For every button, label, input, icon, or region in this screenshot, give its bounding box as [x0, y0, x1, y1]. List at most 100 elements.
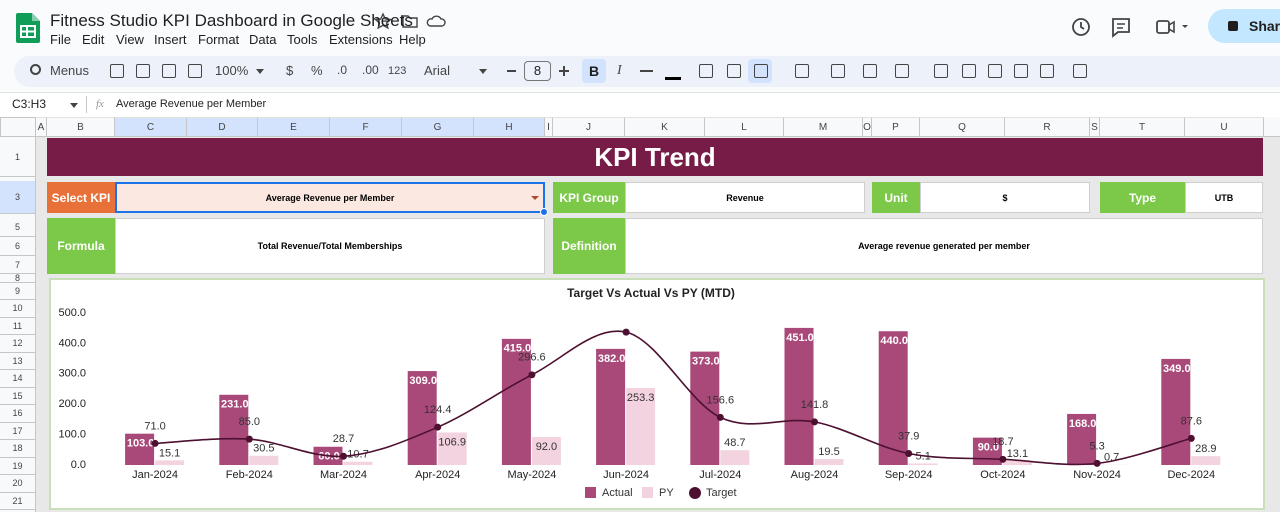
bar — [690, 351, 720, 465]
column-header[interactable]: S — [1090, 117, 1100, 137]
column-header[interactable]: K — [625, 117, 705, 137]
font-size-plus-v[interactable] — [563, 66, 565, 76]
strike-icon[interactable] — [640, 70, 653, 72]
row-header[interactable]: 9 — [0, 283, 36, 300]
menu-item[interactable]: Extensions — [329, 32, 393, 47]
toolbar-icon[interactable] — [1014, 64, 1028, 78]
formula-text[interactable]: Average Revenue per Member — [116, 98, 267, 110]
doc-title[interactable]: Fitness Studio KPI Dashboard in Google S… — [50, 11, 413, 30]
column-header[interactable]: J — [553, 117, 625, 137]
toolbar-icon[interactable] — [863, 64, 877, 78]
dropdown-caret[interactable] — [70, 103, 78, 108]
row-header[interactable]: 8 — [0, 273, 36, 283]
menu-item[interactable]: Help — [399, 32, 426, 47]
row-header[interactable]: 11 — [0, 317, 36, 335]
toolbar-icon[interactable] — [727, 64, 741, 78]
row-header[interactable]: 21 — [0, 492, 36, 510]
menu-item[interactable]: Insert — [154, 32, 187, 47]
sheets-logo[interactable] — [16, 13, 40, 43]
column-header[interactable]: Q — [920, 117, 1005, 137]
column-header[interactable] — [1264, 117, 1280, 137]
column-header[interactable]: D — [187, 117, 258, 137]
menu-item[interactable]: Tools — [287, 32, 318, 47]
column-header[interactable]: I — [545, 117, 553, 137]
row-header[interactable]: 13 — [0, 352, 36, 370]
toolbar-percent[interactable]: % — [311, 63, 323, 78]
row-header[interactable]: 10 — [0, 300, 36, 318]
column-header[interactable]: B — [47, 117, 115, 137]
row-header[interactable]: 18 — [0, 440, 36, 458]
column-header[interactable]: H — [474, 117, 545, 137]
toolbar-search[interactable]: Menus — [50, 63, 90, 78]
row-header[interactable]: 19 — [0, 457, 36, 475]
toolbar-font[interactable]: Arial — [424, 63, 451, 78]
column-header[interactable]: O — [863, 117, 872, 137]
toolbar-icon[interactable] — [110, 64, 124, 78]
select-kpi-value[interactable]: Average Revenue per Member — [115, 182, 545, 213]
toolbar-icon[interactable] — [1073, 64, 1087, 78]
title-icons[interactable] — [374, 11, 446, 31]
column-header[interactable]: P — [872, 117, 920, 137]
bar — [814, 459, 844, 465]
row-header[interactable]: 14 — [0, 370, 36, 388]
menu-item[interactable]: Data — [249, 32, 277, 47]
menu-item[interactable]: Edit — [82, 32, 105, 47]
column-header[interactable]: F — [330, 117, 402, 137]
column-header[interactable]: L — [705, 117, 784, 137]
row-header[interactable]: 6 — [0, 237, 36, 256]
selection-handle[interactable] — [540, 208, 548, 216]
toolbar-icon[interactable] — [136, 64, 150, 78]
toolbar-icon[interactable] — [895, 64, 909, 78]
column-header[interactable]: T — [1100, 117, 1185, 137]
toolbar-icon[interactable] — [699, 64, 713, 78]
toolbar-icon[interactable] — [934, 64, 948, 78]
row-header[interactable]: 3 — [0, 181, 36, 214]
column-header[interactable]: C — [115, 117, 187, 137]
toolbar-decrease-decimal[interactable]: .0 — [337, 63, 348, 77]
row-header[interactable]: 15 — [0, 387, 36, 405]
row-header[interactable]: 1 — [0, 137, 36, 177]
toolbar-icon[interactable] — [988, 64, 1002, 78]
toolbar-icon[interactable] — [795, 64, 809, 78]
share-button[interactable]: Share — [1208, 9, 1280, 43]
column-header[interactable]: A — [36, 117, 47, 137]
toolbar-icon[interactable] — [754, 64, 768, 78]
column-header[interactable]: U — [1185, 117, 1264, 137]
column-header[interactable]: E — [258, 117, 330, 137]
toolbar-zoom[interactable]: 100% — [215, 63, 249, 78]
row-header[interactable]: 16 — [0, 405, 36, 423]
share-label[interactable]: Share — [1249, 18, 1280, 34]
text-color-icon[interactable] — [665, 77, 681, 80]
toolbar-icon[interactable] — [188, 64, 202, 78]
row-header[interactable]: 17 — [0, 422, 36, 440]
toolbar-number-format[interactable]: 123 — [388, 65, 407, 77]
toolbar-icon[interactable] — [1040, 64, 1054, 78]
toolbar-icon[interactable] — [162, 64, 176, 78]
toolbar-font-size[interactable]: 8 — [524, 61, 551, 81]
toolbar-increase-decimal[interactable]: .00 — [362, 63, 379, 77]
toolbar-currency[interactable]: $ — [286, 63, 294, 78]
menu-item[interactable]: View — [116, 32, 144, 47]
row-header[interactable]: 5 — [0, 217, 36, 237]
toolbar-icon[interactable] — [831, 64, 845, 78]
toolbar-bold[interactable]: B — [589, 63, 600, 79]
search-icon[interactable] — [30, 64, 41, 75]
column-header[interactable]: M — [784, 117, 863, 137]
font-size-minus[interactable] — [507, 70, 516, 72]
toolbar-icon[interactable] — [962, 64, 976, 78]
dropdown-caret[interactable] — [256, 69, 264, 74]
dropdown-caret[interactable] — [479, 69, 487, 74]
point — [905, 449, 913, 457]
toolbar-italic[interactable]: I — [617, 63, 622, 78]
column-header[interactable]: G — [402, 117, 474, 137]
row-header[interactable]: 20 — [0, 475, 36, 493]
menu-item[interactable]: File — [50, 32, 71, 47]
row-header[interactable]: 12 — [0, 335, 36, 353]
column-header[interactable]: R — [1005, 117, 1090, 137]
row-header[interactable]: 7 — [0, 256, 36, 274]
menu-item[interactable]: Format — [198, 32, 240, 47]
name-box[interactable]: C3:H3 — [12, 97, 47, 111]
x-tick-label: Dec-2024 — [1167, 469, 1215, 481]
header-icons[interactable] — [1068, 14, 1194, 40]
dropdown-caret[interactable] — [531, 196, 539, 200]
